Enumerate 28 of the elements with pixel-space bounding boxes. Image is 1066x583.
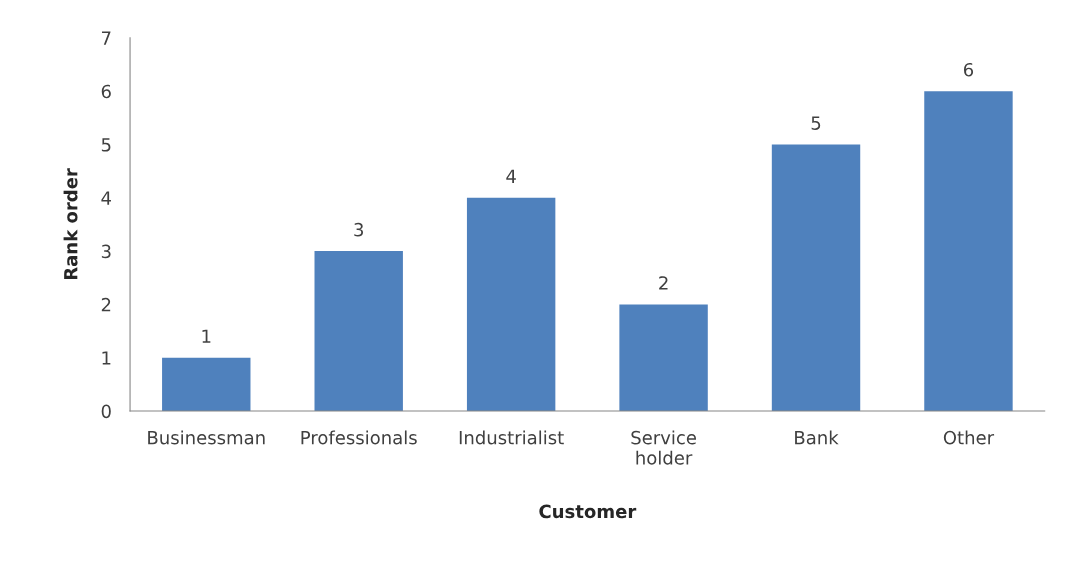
- x-tick-label: Bank: [795, 430, 839, 445]
- bar: [314, 251, 403, 412]
- data-label: 3: [354, 222, 364, 237]
- x-tick-label: Service holder: [631, 430, 696, 465]
- y-tick-label: 4: [101, 191, 111, 205]
- bar: [162, 357, 251, 412]
- x-tick-label: Other: [943, 430, 995, 445]
- x-tick-label: Professionals: [301, 430, 417, 445]
- bar: [619, 304, 708, 412]
- data-label: 5: [811, 116, 821, 130]
- y-tick-label: 2: [101, 297, 111, 312]
- data-label: 4: [506, 169, 516, 183]
- y-tick-label: 1: [102, 351, 111, 365]
- y-axis-title: Rank order: [63, 168, 78, 280]
- bar: [924, 91, 1013, 412]
- x-tick-label: Businessman: [148, 430, 265, 445]
- y-tick-label: 3: [101, 244, 111, 259]
- x-axis-title: Customer: [539, 504, 637, 519]
- data-label: 2: [659, 276, 668, 290]
- y-tick-label: 0: [101, 404, 111, 419]
- x-tick-label: Industrialist: [459, 430, 564, 445]
- y-tick-label: 5: [101, 138, 111, 152]
- data-label: 6: [963, 62, 974, 77]
- data-label: 1: [202, 329, 211, 343]
- bar: [466, 197, 556, 412]
- y-tick-label: 6: [101, 84, 111, 99]
- bar: [771, 144, 861, 412]
- y-tick-label: 7: [101, 31, 111, 45]
